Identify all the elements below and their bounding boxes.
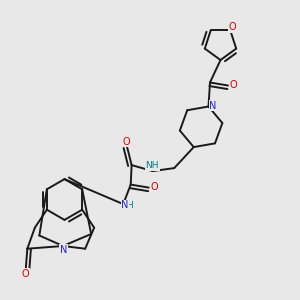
Text: O: O [230,80,237,90]
Text: N: N [60,244,67,255]
Text: O: O [22,268,29,279]
Text: H: H [126,201,133,210]
Text: O: O [150,182,158,192]
Text: N: N [121,200,128,210]
Text: O: O [123,137,130,147]
Text: N: N [209,101,217,111]
Text: O: O [229,22,236,32]
Text: NH: NH [146,161,159,170]
